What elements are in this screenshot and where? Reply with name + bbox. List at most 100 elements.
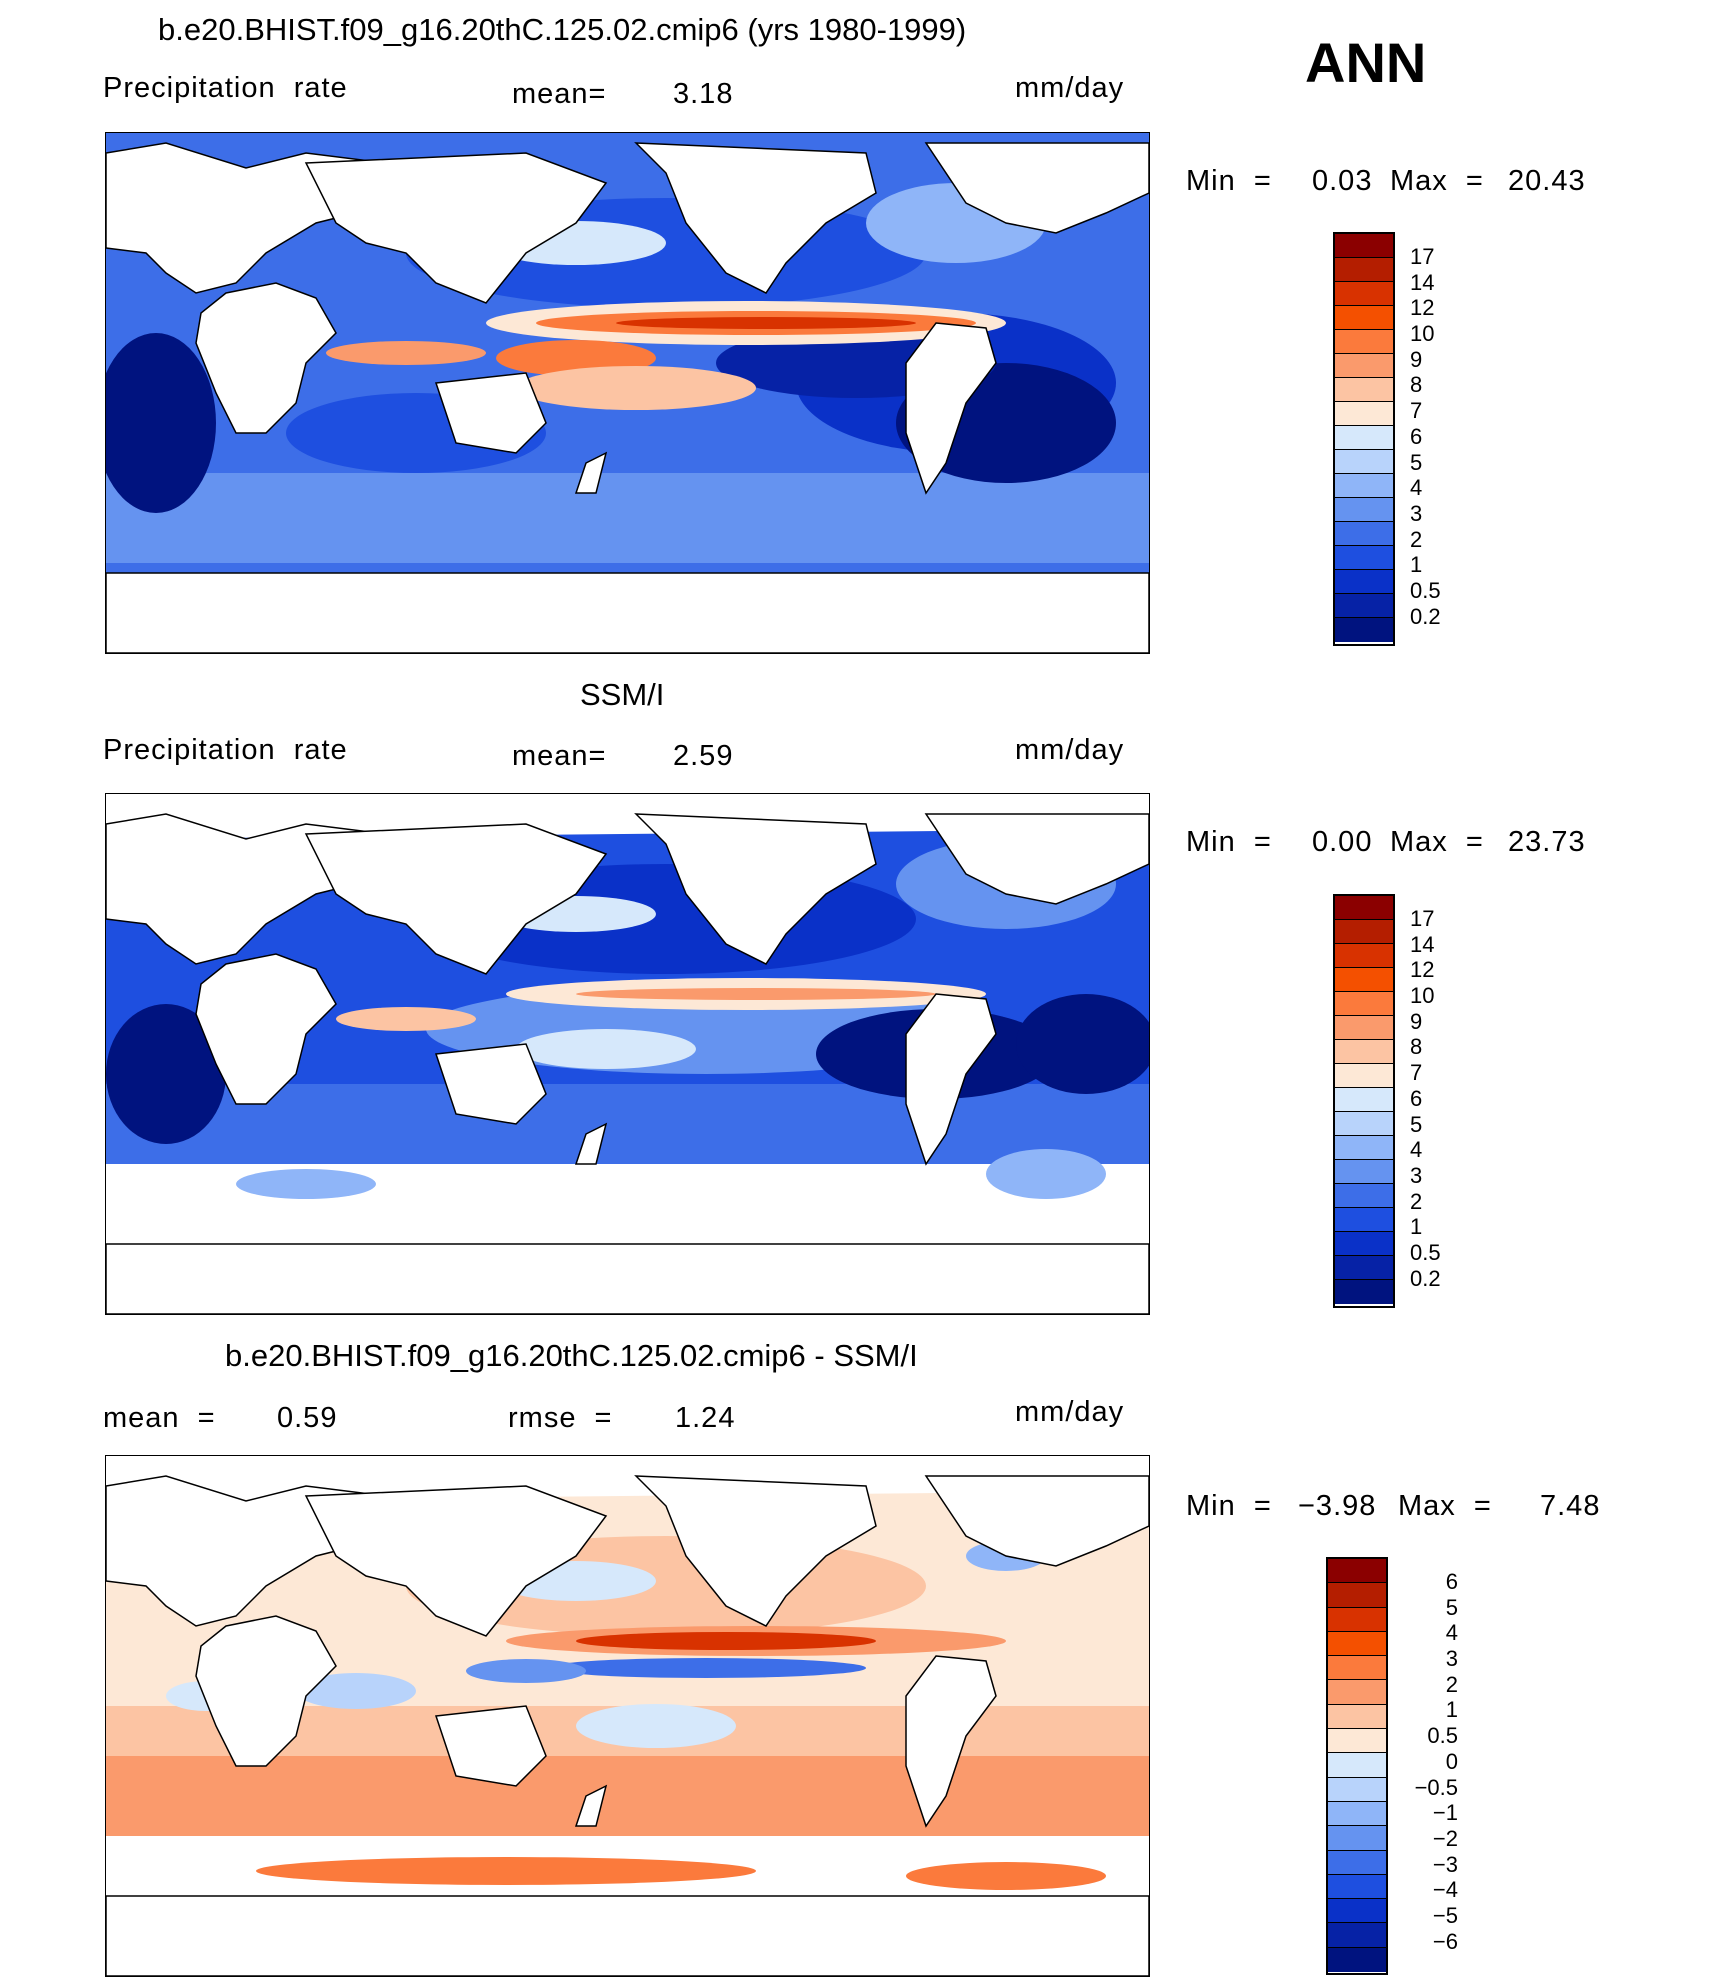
colorbar-swatch: [1328, 1729, 1386, 1754]
panel3-rmse-value: 1.24: [675, 1402, 736, 1434]
colorbar-swatch: [1335, 1232, 1393, 1256]
colorbar-swatch: [1335, 1208, 1393, 1232]
panel1-title: b.e20.BHIST.f09_g16.20thC.125.02.cmip6 (…: [158, 12, 967, 47]
colorbar-tick-label: 8: [1410, 1034, 1423, 1060]
colorbar-swatch: [1328, 1704, 1386, 1730]
colorbar-swatch: [1335, 1160, 1393, 1184]
colorbar-tick-label: 1: [1410, 552, 1423, 578]
panel3-max-label: Max =: [1398, 1490, 1492, 1522]
panel2-max-value: 23.73: [1508, 826, 1586, 858]
colorbar-tick-label: 5: [1410, 449, 1423, 475]
colorbar-swatch: [1335, 1256, 1393, 1280]
colorbar-tick-label: 6: [1445, 1569, 1458, 1594]
panel2-mean-label: mean=: [512, 740, 607, 772]
colorbar-tick-label: 17: [1410, 244, 1435, 269]
colorbar-swatch: [1335, 498, 1393, 522]
colorbar-tick-label: −1: [1432, 1800, 1458, 1826]
panel3-min-value: −3.98: [1298, 1490, 1377, 1522]
colorbar-swatch: [1328, 1874, 1386, 1900]
panel1-map-graphic: [106, 133, 1149, 653]
panel1-map: [105, 132, 1150, 654]
colorbar-tick-label: 5: [1445, 1594, 1458, 1620]
colorbar-tick-label: 0.5: [1427, 1723, 1458, 1749]
colorbar-tick-label: 4: [1445, 1620, 1458, 1646]
colorbar-swatch: [1335, 1064, 1393, 1088]
panel2-units: mm/day: [1015, 734, 1125, 766]
colorbar-swatch: [1335, 282, 1393, 306]
colorbar-tick-label: 4: [1410, 1137, 1423, 1163]
colorbar-swatch: [1335, 546, 1393, 570]
colorbar-tick-label: 9: [1410, 346, 1423, 372]
colorbar-tick-label: 6: [1410, 1085, 1423, 1111]
panel2-colorbar-labels: 17 14 12 10 9 8 7 6 5 4 3 2 1 0.5 0.2: [1410, 907, 1441, 1292]
colorbar-tick-label: 14: [1410, 931, 1435, 957]
panel3-colorbar-labels: 6 5 4 3 2 1 0.5 0 −0.5 −1 −2 −3 −4 −5 −6: [1403, 1570, 1458, 1955]
colorbar-swatch: [1328, 1826, 1386, 1851]
colorbar-swatch: [1335, 1088, 1393, 1112]
panel1-max-label: Max =: [1390, 165, 1484, 197]
colorbar-swatch: [1328, 1583, 1386, 1608]
panel3-min-label: Min =: [1186, 1490, 1272, 1522]
colorbar-tick-label: 4: [1410, 475, 1423, 501]
colorbar-tick-label: 12: [1410, 295, 1435, 321]
panel1-variable-label: Precipitation rate: [103, 72, 348, 104]
panel1-min-value: 0.03: [1312, 165, 1373, 197]
colorbar-tick-label: 14: [1410, 269, 1435, 295]
colorbar-tick-label: −5: [1432, 1902, 1458, 1928]
colorbar-swatch: [1335, 402, 1393, 426]
colorbar-swatch: [1335, 306, 1393, 330]
colorbar-tick-label: 1: [1445, 1697, 1458, 1723]
colorbar-tick-label: 2: [1410, 1188, 1423, 1214]
colorbar-tick-label: −4: [1432, 1877, 1458, 1903]
colorbar-tick-label: 3: [1445, 1646, 1458, 1672]
colorbar-swatch: [1328, 1801, 1386, 1827]
colorbar-swatch: [1335, 944, 1393, 968]
colorbar-swatch: [1335, 1016, 1393, 1040]
panel1-colorbar: [1333, 232, 1395, 646]
colorbar-tick-label: 0.2: [1410, 1265, 1441, 1291]
colorbar-swatch: [1328, 1631, 1386, 1657]
colorbar-swatch: [1328, 1607, 1386, 1632]
colorbar-swatch: [1335, 920, 1393, 944]
colorbar-tick-label: 5: [1410, 1111, 1423, 1137]
panel3-title: b.e20.BHIST.f09_g16.20thC.125.02.cmip6 -…: [225, 1338, 918, 1373]
colorbar-swatch: [1335, 474, 1393, 498]
colorbar-tick-label: −0.5: [1414, 1774, 1458, 1800]
colorbar-tick-label: 10: [1410, 983, 1435, 1009]
panel2-colorbar: [1333, 894, 1395, 1308]
colorbar-swatch: [1328, 1559, 1386, 1584]
panel2-min-label: Min =: [1186, 826, 1272, 858]
colorbar-tick-label: −6: [1432, 1928, 1458, 1954]
panel1-mean-value: 3.18: [673, 78, 734, 110]
colorbar-swatch: [1335, 1280, 1393, 1304]
panel2-min-value: 0.00: [1312, 826, 1373, 858]
colorbar-swatch: [1335, 330, 1393, 354]
colorbar-tick-label: 0.5: [1410, 577, 1441, 603]
colorbar-tick-label: 0.5: [1410, 1239, 1441, 1265]
colorbar-swatch: [1335, 992, 1393, 1016]
panel2-title: SSM/I: [580, 677, 665, 712]
panel2-max-label: Max =: [1390, 826, 1484, 858]
colorbar-tick-label: 2: [1445, 1671, 1458, 1697]
colorbar-swatch: [1335, 378, 1393, 402]
colorbar-tick-label: 7: [1410, 398, 1423, 424]
colorbar-swatch: [1335, 450, 1393, 474]
colorbar-tick-label: 6: [1410, 423, 1423, 449]
colorbar-tick-label: 2: [1410, 526, 1423, 552]
season-label: ANN: [1305, 31, 1427, 94]
colorbar-swatch: [1328, 1753, 1386, 1778]
colorbar-swatch: [1335, 1136, 1393, 1160]
panel3-mean-label: mean =: [103, 1402, 216, 1434]
panel3-map: [105, 1455, 1150, 1977]
panel1-mean-label: mean=: [512, 78, 607, 110]
panel1-max-value: 20.43: [1508, 165, 1586, 197]
panel3-mean-value: 0.59: [277, 1402, 338, 1434]
colorbar-tick-label: 0: [1445, 1748, 1458, 1774]
panel3-units: mm/day: [1015, 1396, 1125, 1428]
colorbar-swatch: [1328, 1947, 1386, 1973]
colorbar-tick-label: 3: [1410, 500, 1423, 526]
panel1-units: mm/day: [1015, 72, 1125, 104]
panel3-map-graphic: [106, 1456, 1149, 1976]
colorbar-swatch: [1335, 522, 1393, 546]
colorbar-swatch: [1335, 1040, 1393, 1064]
